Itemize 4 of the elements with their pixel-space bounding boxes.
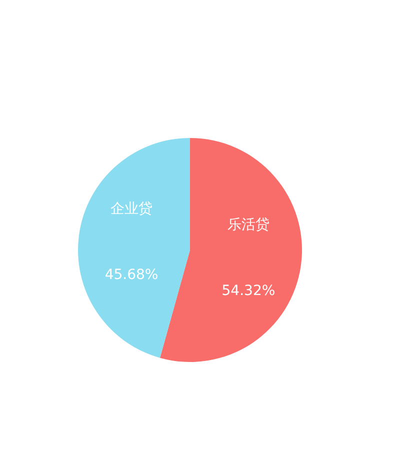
slice-label: 企业贷 xyxy=(110,201,153,218)
data-label: 45.68% xyxy=(104,267,158,284)
slice-label: 乐活贷 xyxy=(227,216,270,233)
data-label: 54.32% xyxy=(222,282,276,299)
